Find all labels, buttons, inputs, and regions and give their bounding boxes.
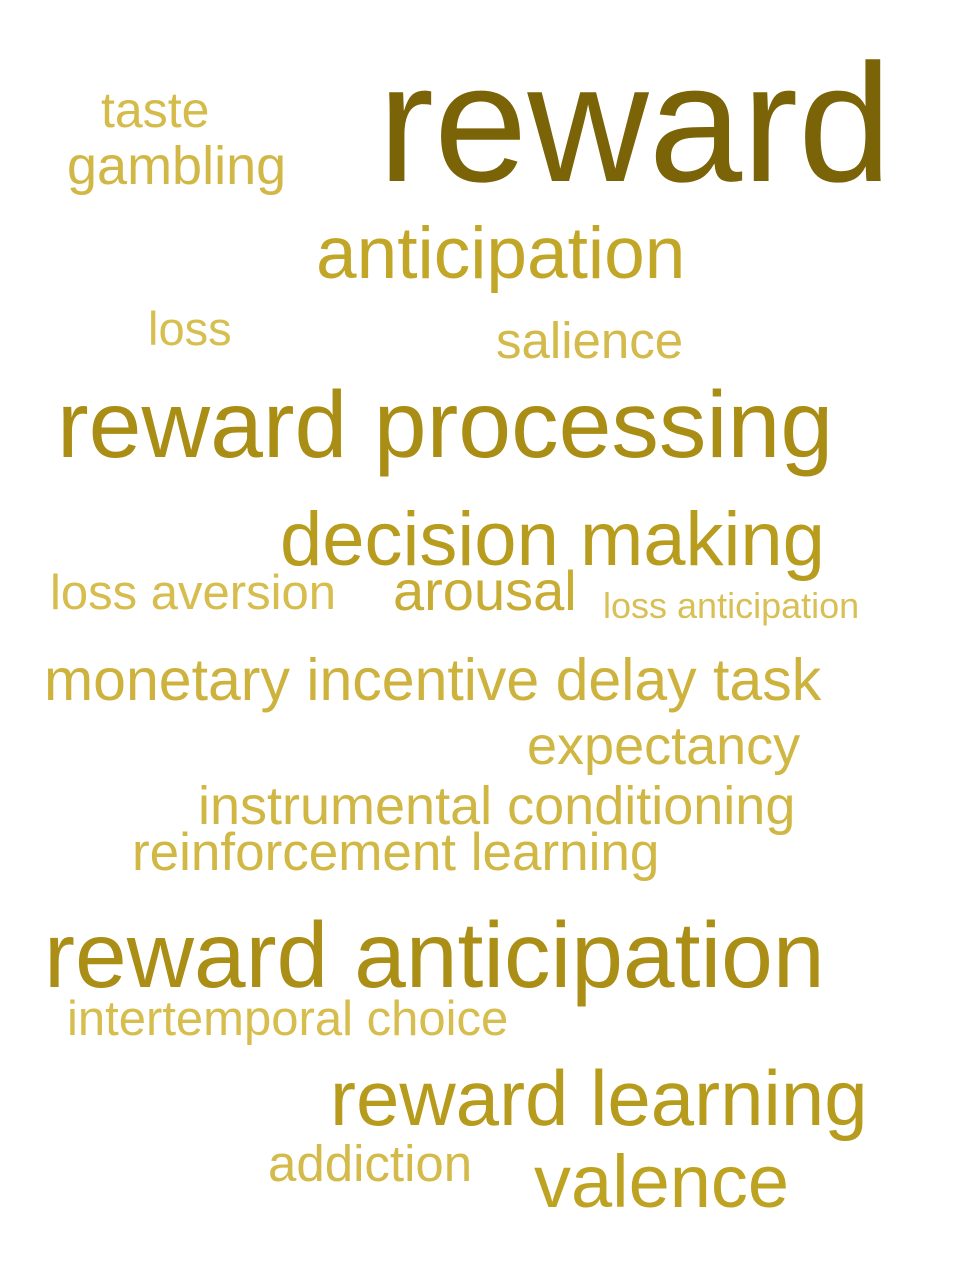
word-taste: taste [101, 82, 210, 138]
word-loss: loss [148, 302, 232, 355]
word-gambling: gambling [67, 136, 287, 196]
word-arousal: arousal [393, 559, 577, 622]
word-monetary-incentive-delay-task: monetary incentive delay task [44, 647, 822, 713]
word-instrumental-conditioning: instrumental conditioning [198, 776, 796, 836]
word-intertemporal-choice: intertemporal choice [67, 992, 509, 1046]
word-reward-anticipation: reward anticipation [44, 903, 825, 1007]
word-reward-learning: reward learning [330, 1054, 868, 1142]
word-reward-processing: reward processing [57, 372, 834, 478]
word-decision-making: decision making [280, 497, 825, 582]
word-salience: salience [496, 312, 684, 369]
word-expectancy: expectancy [527, 716, 801, 776]
word-valence: valence [534, 1140, 790, 1223]
word-anticipation: anticipation [316, 213, 686, 294]
word-loss-anticipation: loss anticipation [603, 585, 860, 626]
word-reward: reward [378, 29, 892, 217]
word-reinforcement-learning: reinforcement learning [132, 823, 660, 882]
word-addiction: addiction [268, 1135, 473, 1192]
word-loss-aversion: loss aversion [50, 566, 336, 620]
